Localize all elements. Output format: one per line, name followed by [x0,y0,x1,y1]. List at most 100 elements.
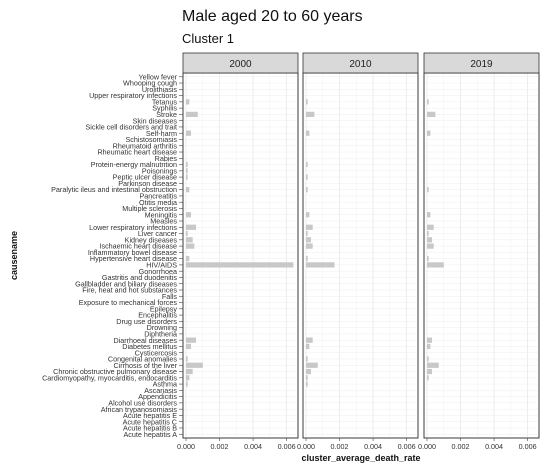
panel-strip [302,52,419,74]
y-tick-label: Yellow fever [139,72,178,81]
panel-strip-label: 2019 [470,59,493,70]
bar [306,368,312,375]
y-tick-label: Epilepsy [150,304,178,313]
y-tick-label: Ischaemic heart disease [99,242,177,251]
x-tick-label: 0.002 [452,442,470,451]
y-tick-label: Exposure to mechanical forces [79,298,178,307]
y-tick-label: Acute hepatitis B [123,424,177,433]
bar [306,356,308,362]
x-tick-label: 0.006 [519,442,537,451]
bar [427,343,431,350]
bar [427,212,431,218]
bar [427,375,429,381]
y-tick-label: Pancreatitis [139,192,177,201]
chart-subtitle: Cluster 1 [182,31,235,46]
y-tick-label: African trypanosomiasis [101,405,178,414]
y-tick-label: Paralytic ileus and intestinal obstructi… [51,185,177,194]
y-tick-label: Encephalitis [138,311,177,320]
panel-strip-label: 2000 [229,59,252,70]
bar [427,224,434,230]
x-tick-label: 0.000 [297,442,315,451]
bar [306,375,308,381]
panel-background [182,72,299,439]
bar [186,243,195,249]
y-tick-label: Otitis media [139,198,177,207]
bar [427,237,433,243]
y-tick-label: Urolithiasis [142,85,178,94]
bar [427,337,433,343]
y-tick-label: Sickle cell disorders and trait [86,123,177,132]
y-tick-label: Kidney diseases [125,235,178,244]
bar [427,356,429,362]
x-axis-title: cluster_average_death_rate [301,453,420,463]
bar [427,130,431,136]
panel-strip [423,52,540,74]
bar [427,262,444,268]
y-tick-label: Asthma [153,380,177,389]
y-tick-label: HIV/AIDS [146,261,177,270]
y-tick-label: Chronic obstructive pulmonary disease [53,367,177,376]
y-tick-label: Liver cancer [138,229,178,238]
y-tick-label: Acute hepatitis A [123,430,177,439]
bar [427,243,434,249]
y-tick-label: Rheumatoid arthritis [113,141,178,150]
bar [186,224,197,230]
y-tick-label: Ascariasis [144,386,177,395]
y-tick-label: Cysticercosis [135,348,178,357]
bar [186,375,190,381]
bar [186,356,188,362]
x-tick-label: 0.004 [244,442,262,451]
bar [427,256,429,262]
y-tick-label: Peptic ulcer disease [113,173,177,182]
y-tick-label: Cirrhosis of the liver [113,361,177,370]
y-tick-label: Acute hepatitis E [123,411,177,420]
y-tick-label: Schistosomiasis [125,135,177,144]
bar [186,343,192,350]
bar [186,368,193,375]
y-tick-label: Upper respiratory infections [89,91,177,100]
y-tick-label: Gastritis and duodenitis [102,273,178,282]
y-tick-label: Appendicitis [138,392,177,401]
y-tick-label: Rabies [155,154,178,163]
chart-title: Male aged 20 to 60 years [182,8,363,25]
y-tick-label: Gonorrhoea [139,267,177,276]
y-tick-label: Self-harm [146,129,177,138]
bar [186,130,192,136]
bar [306,256,308,262]
y-tick-label: Skin diseases [133,116,178,125]
y-tick-label: Alcohol use disorders [108,398,177,407]
x-tick-label: 0.002 [331,442,349,451]
y-tick-label: Hypertensive heart disease [90,254,177,263]
bar [186,381,188,387]
y-tick-label: Diphtheria [144,329,177,338]
bar [186,161,188,168]
bar [306,130,310,136]
x-tick-label: 0.000 [418,442,436,451]
y-tick-label: Rheumatic heart disease [97,148,177,157]
bar [306,111,315,118]
y-tick-label: Multiple sclerosis [122,204,177,213]
bar [186,256,190,262]
y-tick-label: Diarrhoeal diseases [113,336,177,345]
y-tick-label: Drug use disorders [116,317,177,326]
y-tick-label: Diabetes mellitus [122,342,177,351]
bar [306,237,312,243]
bar [427,362,439,368]
y-tick-label: Syphilis [152,104,177,113]
x-tick-label: 0.006 [398,442,416,451]
bar [186,187,190,193]
panel-background [423,72,540,439]
bar [306,174,308,180]
y-tick-label: Lower respiratory infections [89,223,177,232]
bar [306,243,313,249]
bar [427,99,429,105]
bar [427,111,436,118]
y-tick-label: Falls [162,292,178,301]
y-tick-label: Tetanus [152,97,178,106]
bar [186,262,294,268]
x-tick-label: 0.004 [364,442,382,451]
x-tick-label: 0.004 [485,442,503,451]
y-tick-label: Meningitis [145,210,178,219]
